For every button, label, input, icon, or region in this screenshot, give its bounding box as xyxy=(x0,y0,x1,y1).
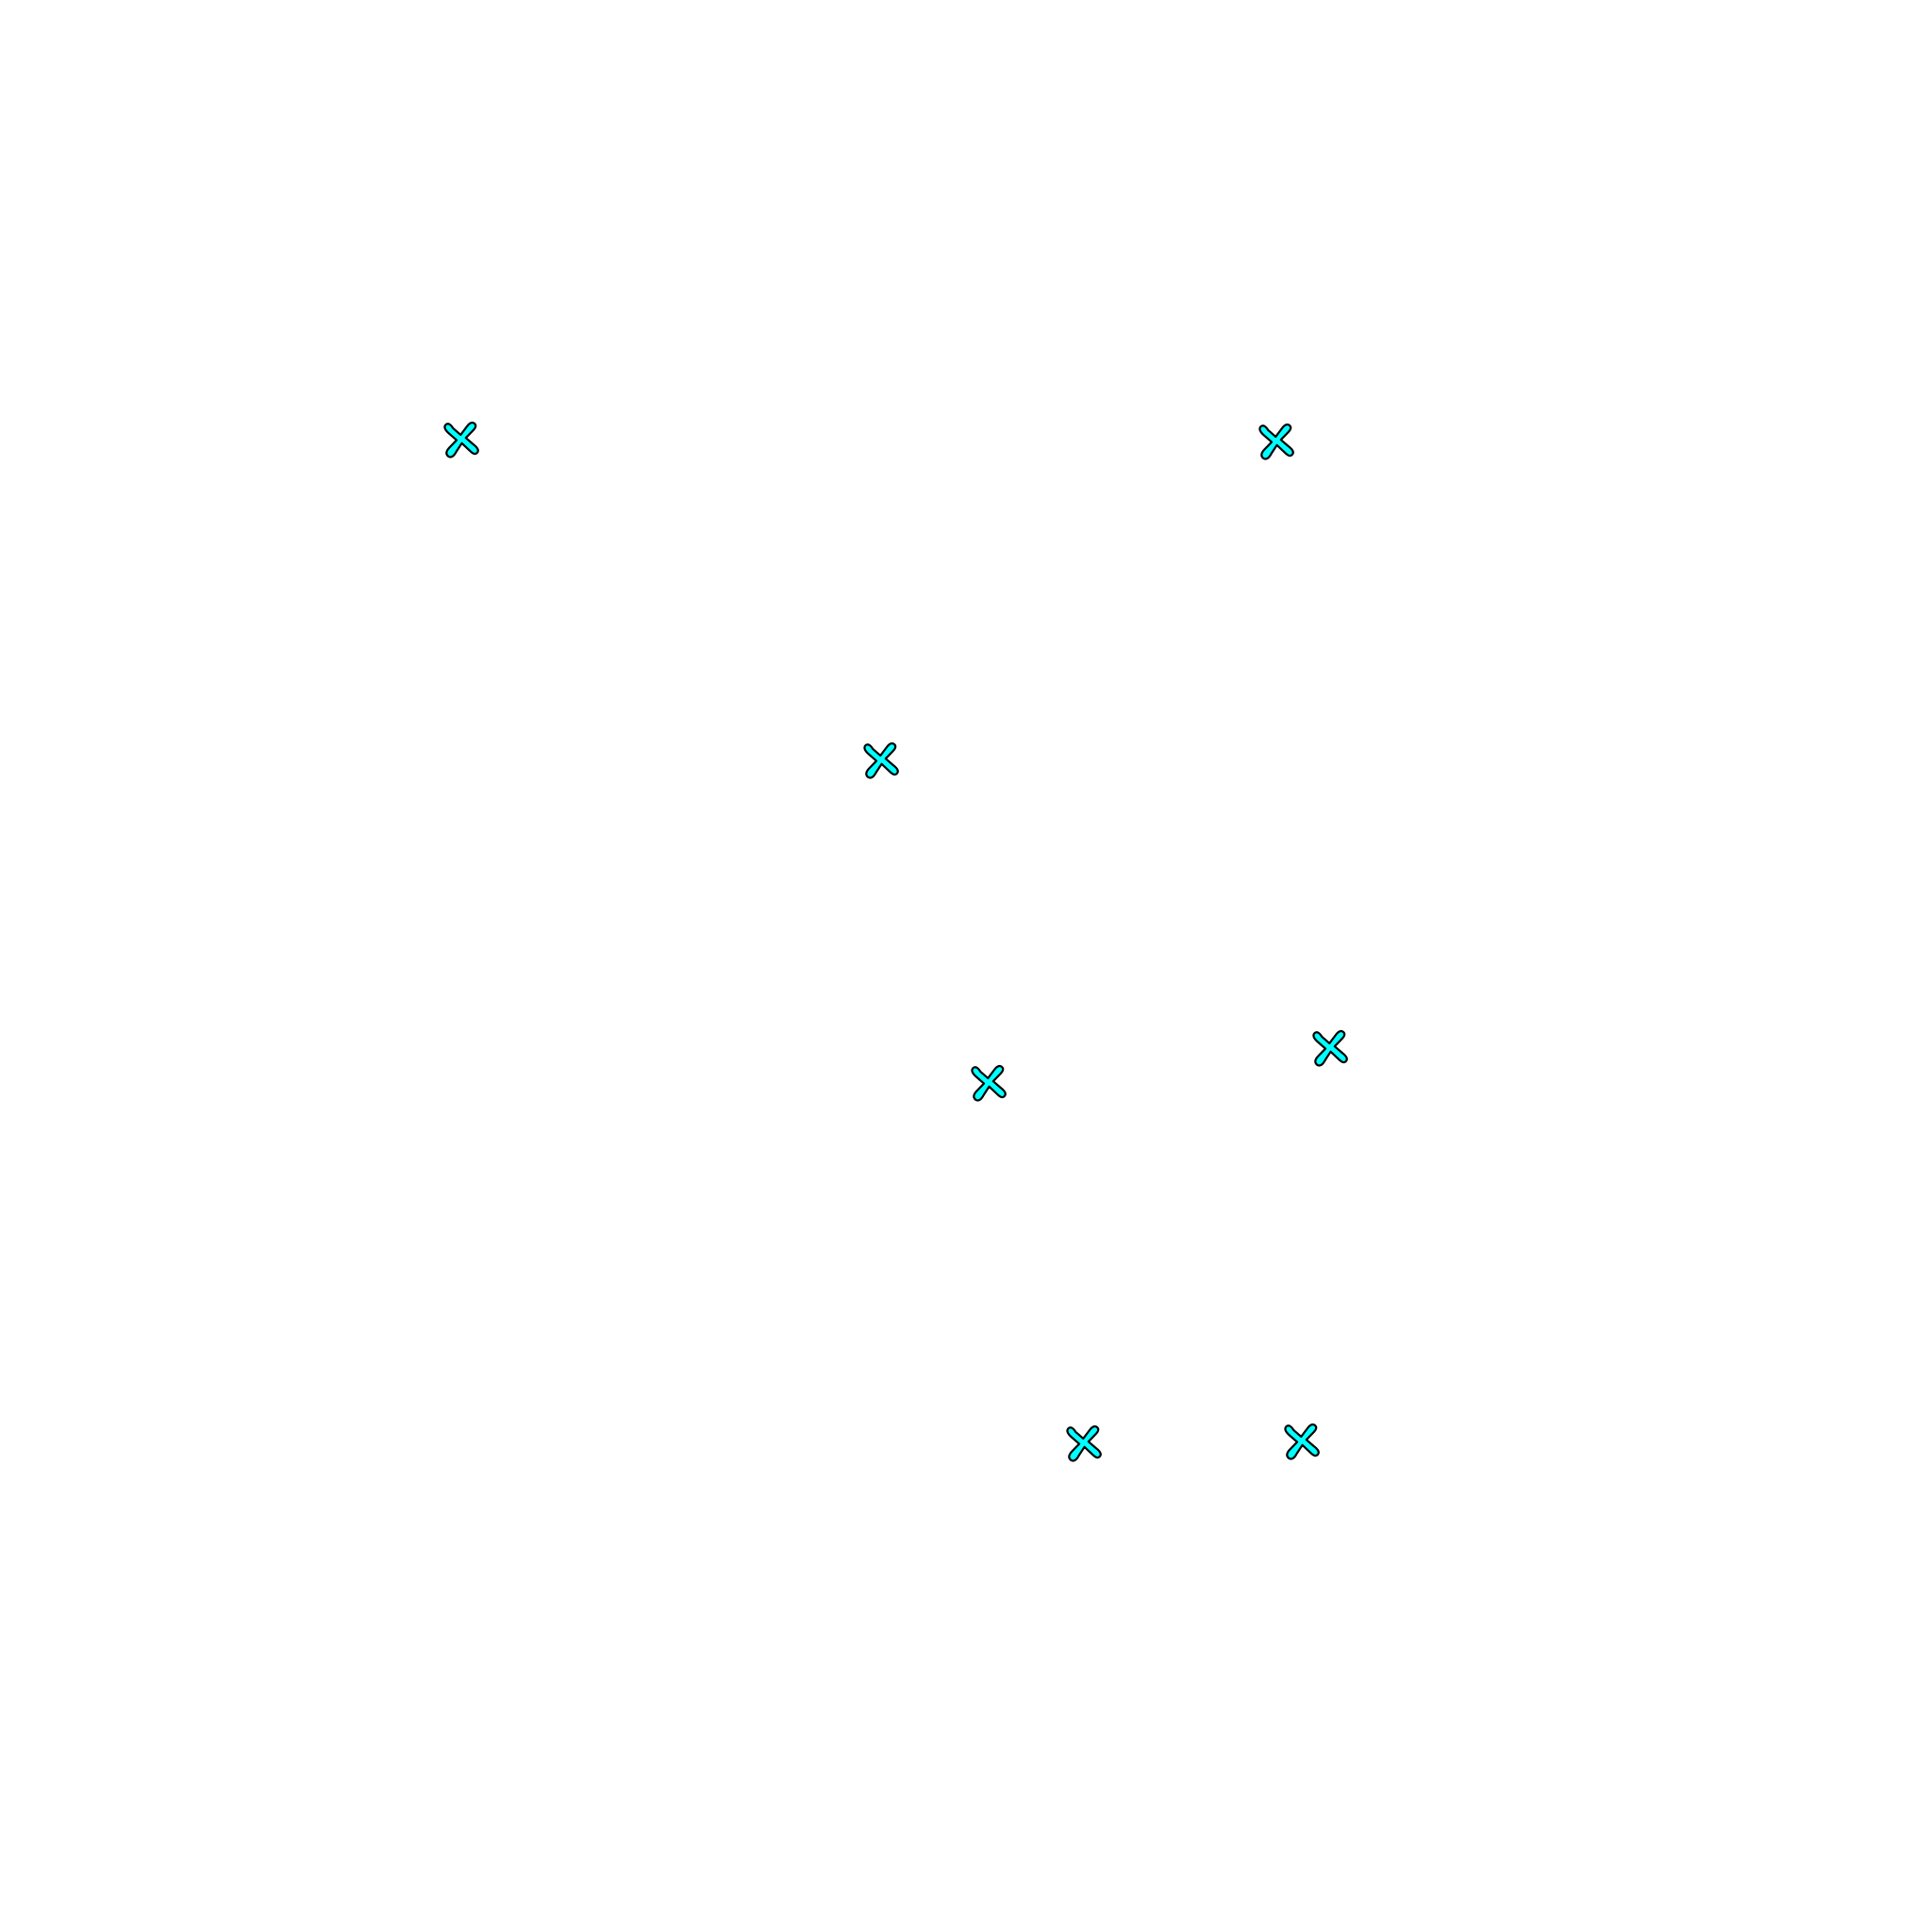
cross-icon xyxy=(1279,1420,1323,1463)
cross-icon xyxy=(1254,420,1297,463)
cross-icon xyxy=(1061,1422,1105,1465)
cross-shape xyxy=(443,421,479,458)
cross-icon xyxy=(439,418,482,461)
cross-shape xyxy=(863,741,899,779)
cross-shape xyxy=(1258,423,1294,460)
cross-shape xyxy=(1066,1424,1102,1462)
cross-shape xyxy=(1312,1029,1348,1067)
cross-shape xyxy=(971,1064,1007,1102)
cross-icon xyxy=(966,1061,1009,1105)
cross-icon xyxy=(1307,1026,1351,1070)
cross-shape xyxy=(1284,1423,1320,1460)
cross-icon xyxy=(858,739,902,782)
